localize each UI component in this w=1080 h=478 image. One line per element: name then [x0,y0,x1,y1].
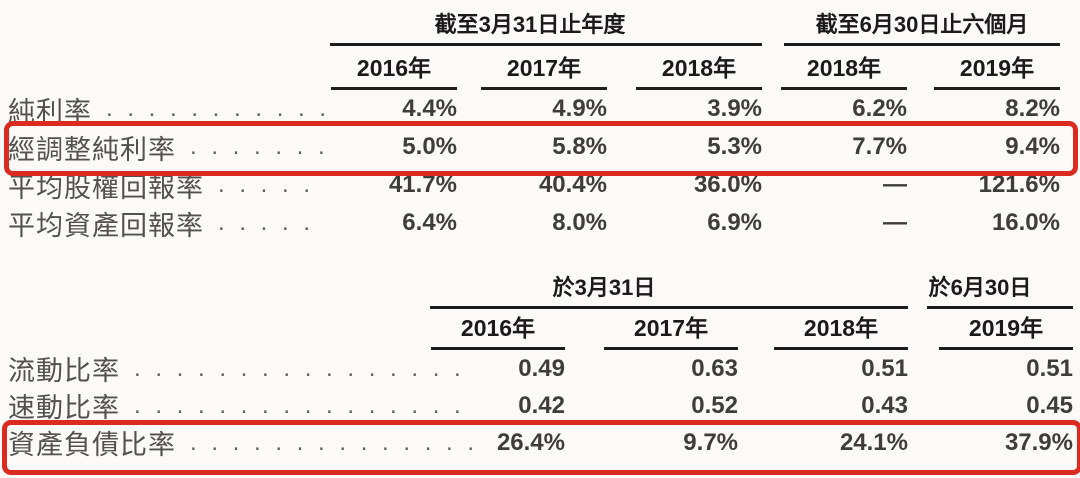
leader-dots: . . . . . . . . . . . . . . . . . . . . … [218,171,324,198]
cell-value: 41.7% [388,171,457,198]
leader-dots: . . . . . . . . . . . . . . . . . . . . … [190,133,324,160]
table2-group-header-as-at-mar31: 於3月31日 [430,270,908,309]
cell-value: 5.3% [707,133,762,160]
table1-group-header-six-months-jun30: 截至6月30日止六個月 [784,0,1060,46]
cell-value: 36.0% [693,171,762,198]
cell-value: 40.4% [538,171,607,198]
row-label-cell: 資產負債比率 . . . . . . . . . . . . . . . . .… [0,423,480,462]
cell-value: 5.0% [402,133,457,160]
table-row-gearing-ratio: 資產負債比率 . . . . . . . . . . . . . . . . .… [0,424,1073,461]
row-label-cell: 純利率 . . . . . . . . . . . . . . . . . . … [0,90,330,129]
row-label: 流動比率 [8,356,120,386]
row-label: 速動比率 [8,393,120,423]
table1-year-header-row: 2016年 2017年 2018年 2018年 2019年 [0,46,1060,90]
table1-year-col-5: 2019年 [907,49,1060,90]
row-label-cell: 流動比率 . . . . . . . . . . . . . . . . . .… [0,349,480,388]
cell-value: 0.51 [861,354,908,382]
cell-value: 0.52 [691,391,738,419]
table1-year-col-4: 2018年 [762,49,907,90]
cell-value: 0.42 [518,391,565,419]
spacer [0,270,430,309]
liquidity-table: 於3月31日 於6月30日 2016年 2017年 2018年 2019年 流動… [0,270,1073,461]
leader-dots: . . . . . . . . . . . . . . . . . . . . … [190,428,474,456]
table-row-avg-return-on-assets: 平均資產回報率 . . . . . . . . . . . . . . . . … [0,204,1060,242]
cell-value: 8.0% [552,209,607,236]
cell-value: 8.2% [1005,95,1060,122]
leader-dots: . . . . . . . . . . . . . . . . . . . . … [106,95,324,122]
leader-dots: . . . . . . . . . . . . . . . . . . . . … [218,209,324,236]
row-label-cell: 速動比率 . . . . . . . . . . . . . . . . . .… [0,386,480,425]
cell-value: 0.43 [861,391,908,419]
year-header: 2016年 [331,49,457,90]
row-label: 平均資產回報率 [8,210,204,241]
cell-value: — [883,209,907,236]
leader-dots: . . . . . . . . . . . . . . . . . . . . … [134,391,474,419]
year-header: 2019年 [939,309,1073,350]
cell-value: 16.0% [991,209,1060,236]
spacer [0,0,330,46]
row-label-cell: 經調整純利率 . . . . . . . . . . . . . . . . .… [0,128,330,167]
cell-value: 6.2% [852,95,907,122]
table-row-net-profit-margin: 純利率 . . . . . . . . . . . . . . . . . . … [0,90,1060,128]
cell-value: 6.9% [707,209,762,236]
profitability-table: 截至3月31日止年度 截至6月30日止六個月 2016年 2017年 2018年… [0,0,1060,242]
row-label: 經調整純利率 [8,134,176,165]
cell-value: 0.49 [518,354,565,382]
table1-group-header-year-ended-mar31: 截至3月31日止年度 [330,0,762,46]
year-header: 2018年 [781,49,907,90]
cell-value: 4.9% [552,95,607,122]
cell-value: 3.9% [707,95,762,122]
cell-value: 0.63 [691,354,738,382]
table2-year-col-1: 2016年 [430,309,565,350]
cell-value: 24.1% [839,428,908,456]
cell-value: 5.8% [552,133,607,160]
table1-year-col-3: 2018年 [607,49,762,90]
table1-group-header-row: 截至3月31日止年度 截至6月30日止六個月 [0,0,1060,46]
year-header: 2017年 [481,49,607,90]
cell-value: 26.4% [496,428,565,456]
year-header: 2019年 [934,49,1060,90]
row-label: 純利率 [8,96,92,127]
cell-value: 121.6% [978,171,1060,198]
cell-value: 6.4% [402,209,457,236]
table2-year-col-4: 2019年 [908,309,1073,350]
table-row-adjusted-net-profit-margin: 經調整純利率 . . . . . . . . . . . . . . . . .… [0,128,1060,166]
table2-group-header-row: 於3月31日 於6月30日 [0,270,1073,309]
cell-value: 37.9% [1004,428,1073,456]
table2-year-col-2: 2017年 [565,309,738,350]
table2-year-header-row: 2016年 2017年 2018年 2019年 [0,308,1073,350]
cell-value: 0.51 [1026,354,1073,382]
cell-value: — [883,171,907,198]
cell-value: 7.7% [852,133,907,160]
row-label: 資產負債比率 [8,430,176,460]
table1-year-col-1: 2016年 [330,49,457,90]
year-header: 2017年 [604,309,738,350]
year-header: 2018年 [774,309,908,350]
table2-group-header-as-at-jun30: 於6月30日 [927,270,1073,309]
table1-year-col-2: 2017年 [457,49,607,90]
row-label-cell: 平均股權回報率 . . . . . . . . . . . . . . . . … [0,166,330,205]
cell-value: 9.4% [1005,133,1060,160]
leader-dots: . . . . . . . . . . . . . . . . . . . . … [134,354,474,382]
cell-value: 4.4% [402,95,457,122]
table-row-avg-return-on-equity: 平均股權回報率 . . . . . . . . . . . . . . . . … [0,166,1060,204]
table-row-current-ratio: 流動比率 . . . . . . . . . . . . . . . . . .… [0,350,1073,387]
table-row-quick-ratio: 速動比率 . . . . . . . . . . . . . . . . . .… [0,387,1073,424]
year-header: 2018年 [636,49,762,90]
year-header: 2016年 [431,309,565,350]
cell-value: 0.45 [1026,391,1073,419]
row-label-cell: 平均資產回報率 . . . . . . . . . . . . . . . . … [0,204,330,243]
row-label: 平均股權回報率 [8,172,204,203]
cell-value: 9.7% [683,428,738,456]
table2-year-col-3: 2018年 [738,309,908,350]
